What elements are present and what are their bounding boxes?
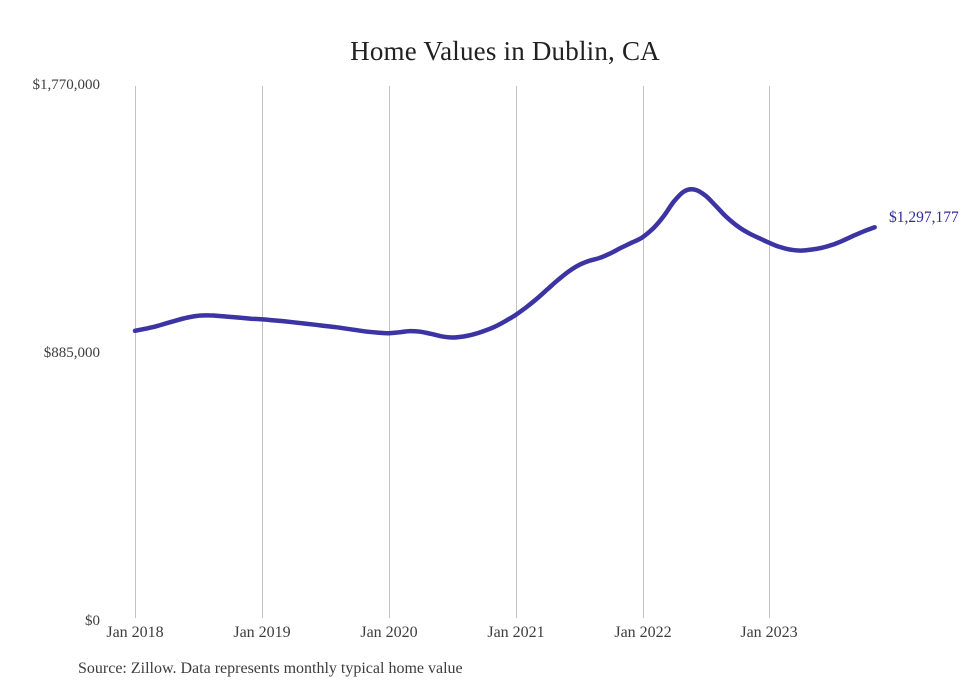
x-gridline-2023 [769,86,770,618]
x-axis-tick-label-2022: Jan 2022 [614,624,672,641]
y-axis-tick-label-zero: $0 [85,613,100,629]
x-axis-tick-label-2018: Jan 2018 [106,624,164,641]
x-gridline-2020 [389,86,390,618]
x-gridline-2018 [135,86,136,618]
home-value-line [132,187,877,340]
x-axis-tick-label-2021: Jan 2021 [487,624,545,641]
y-axis-tick-label-top: $1,770,000 [32,77,101,93]
x-axis-tick-label-2019: Jan 2019 [233,624,291,641]
x-axis-tick-label-2020: Jan 2020 [360,624,418,641]
x-gridline-2019 [262,86,263,618]
source-note: Source: Zillow. Data represents monthly … [78,660,463,677]
latest-value-annotation: $1,297,177 [889,209,959,226]
x-axis-tick-label-2023: Jan 2023 [740,624,798,641]
x-gridline-2022 [643,86,644,618]
x-gridline-2021 [516,86,517,618]
chart-title: Home Values in Dublin, CA [350,36,660,66]
y-axis-tick-label-middle: $885,000 [43,345,100,361]
